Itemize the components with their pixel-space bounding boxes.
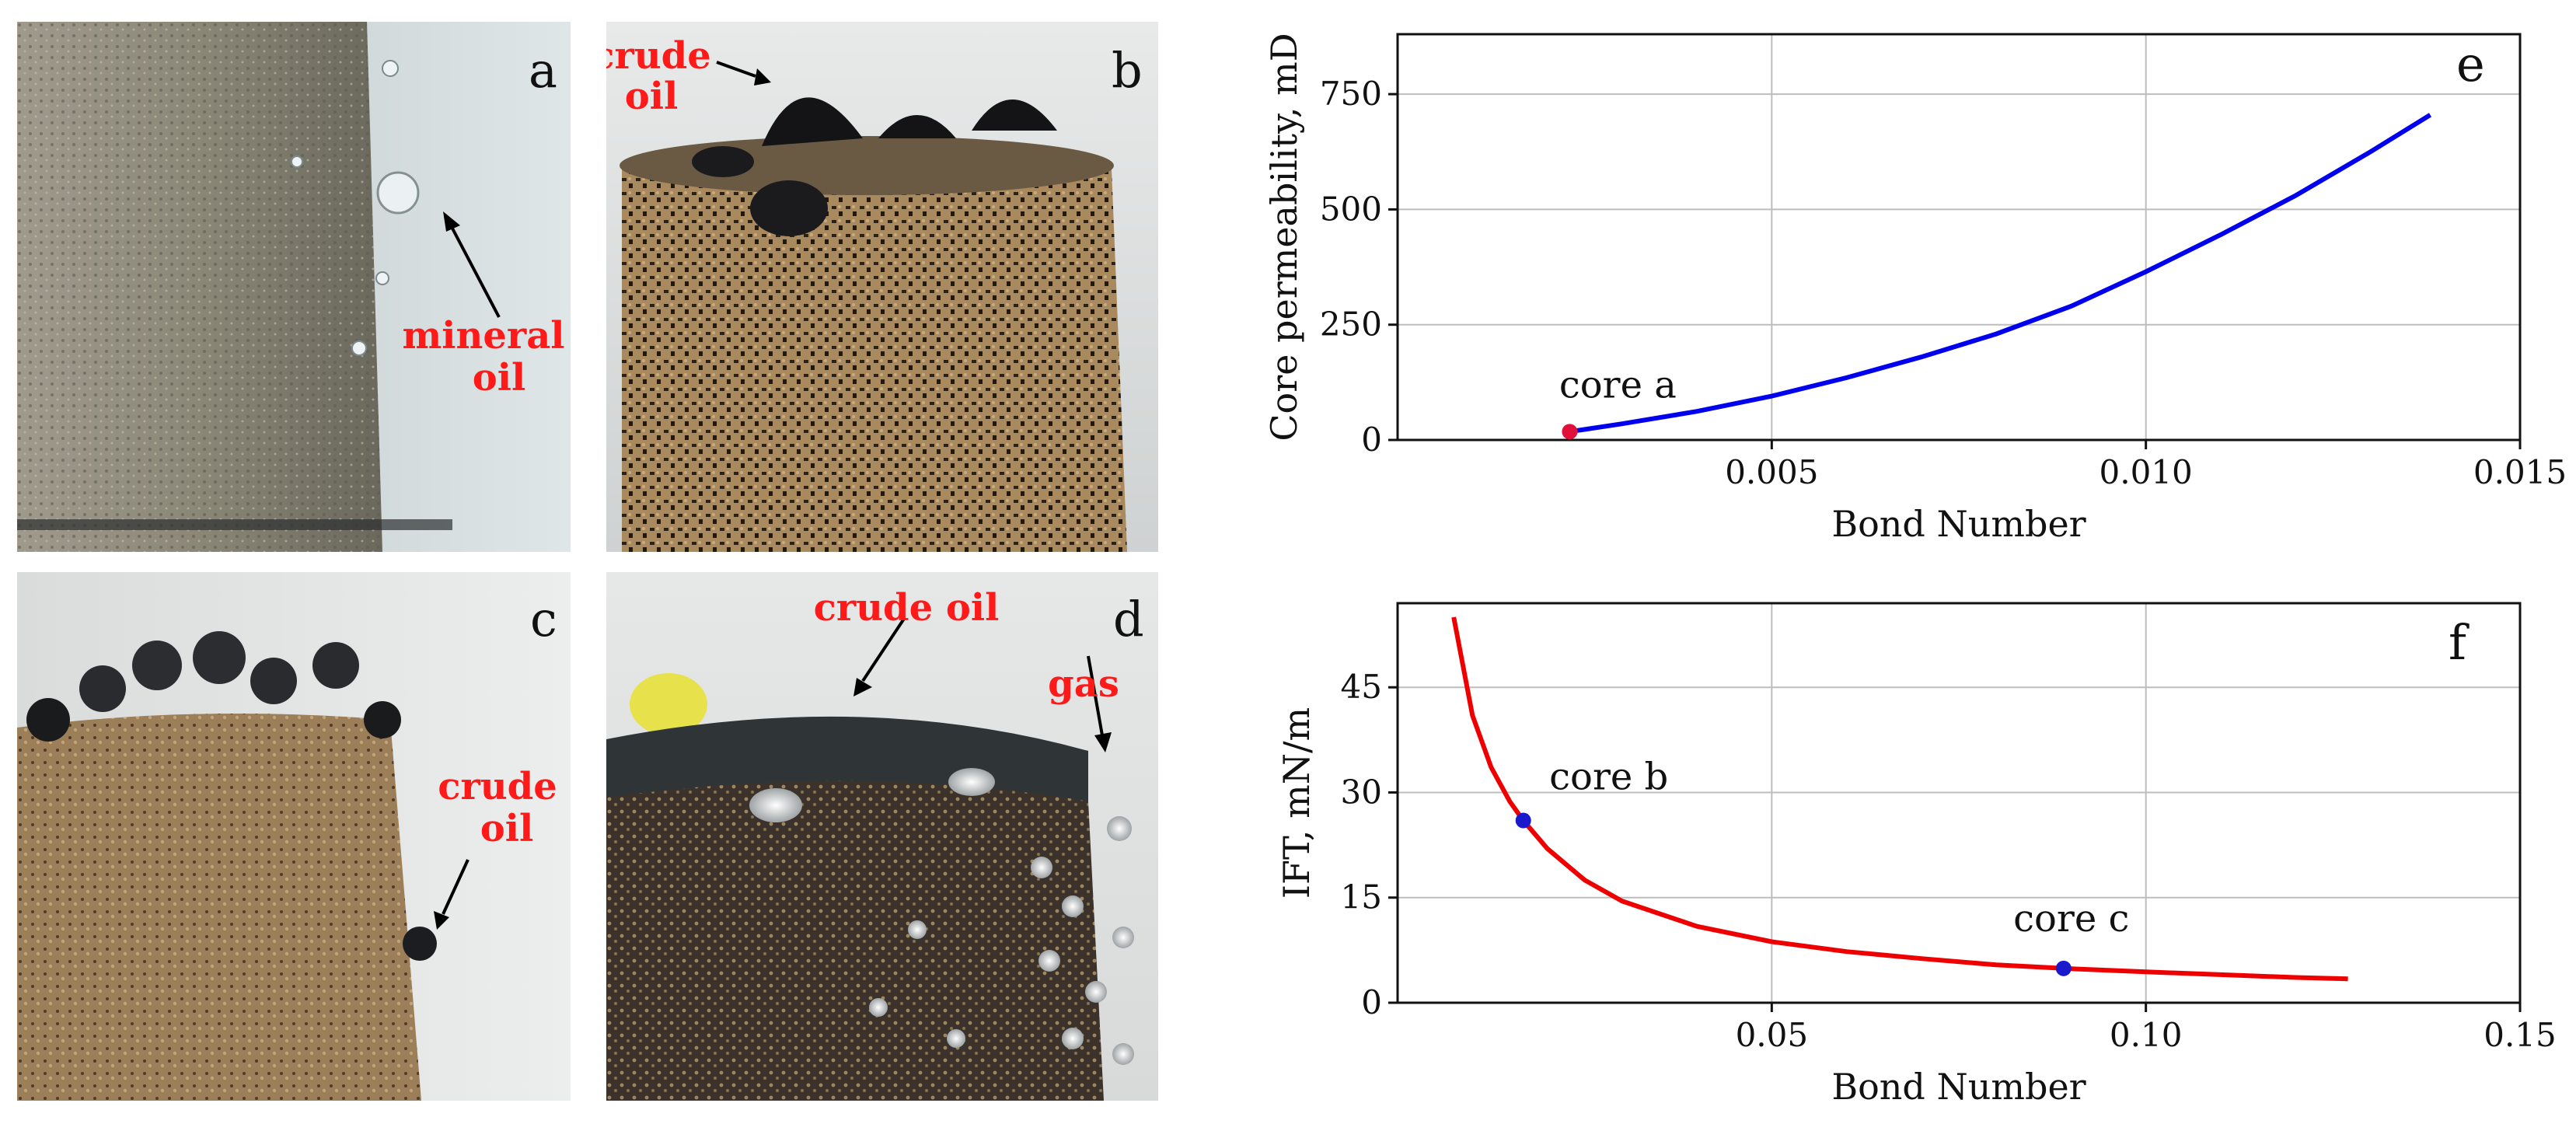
arrow-crude-c [442,859,469,915]
chart-f-xlabel: Bond Number [1831,1066,2086,1108]
photo-panel-a: a mineral oil [17,22,571,552]
chart-e-point [1562,424,1578,440]
callout-mineral-line2: oil [473,356,525,400]
chart-e-ytick-label: 250 [1320,305,1382,344]
chart-e-series-line [1569,113,2432,435]
chart-e-points: core a [1559,363,1677,440]
chart-e-letter: e [2456,36,2485,93]
chart-f-ytick-label: 30 [1341,773,1382,811]
callout-crude-d: crude oil [814,586,1000,630]
photo-panel-c: c crude oil [17,572,571,1101]
callout-crude-c-line1: crude [438,765,557,808]
chart-f-ylabel: IFT, mN/m [1276,707,1318,899]
arrow-crude-b [716,61,756,78]
chart-f-series-line [1451,616,2348,982]
chart-e-xtick-label: 0.005 [1725,453,1818,491]
arrow-gas [1087,655,1104,736]
callout-crude-b-line1: crude [606,34,711,78]
chart-e-axes-frame [1396,33,2522,442]
callout-crude-b-line2: oil [625,75,678,118]
chart-e-xtick-label: 0.010 [2100,453,2193,491]
chart-f-ytick-label: 15 [1341,878,1382,916]
callout-mineral-line1: mineral [402,314,564,358]
chart-e-ytick-label: 500 [1320,190,1382,228]
chart-e-ytick-label: 750 [1320,75,1382,113]
chart-f-xtick-label: 0.10 [2110,1016,2183,1054]
chart-f-yticks: 0 15 30 45 [1341,668,1398,1021]
chart-f-point [2055,960,2072,976]
chart-e-ytick-label: 0 [1361,421,1382,459]
chart-f-ytick-label: 45 [1341,668,1382,706]
chart-f-point-label: core c [2013,897,2129,941]
chart-e-grid [1398,34,2521,441]
chart-f-xticks: 0.05 0.10 0.15 [1736,1003,2557,1054]
chart-f-xtick-label: 0.15 [2484,1016,2557,1054]
photo-panel-b: b crude oil [606,22,1158,552]
callout-gas: gas [1048,662,1119,706]
chart-e-ylabel: Core permeability, mD [1263,33,1305,441]
chart-f-ytick-label: 0 [1361,983,1382,1021]
chart-f-points: core b core c [1515,756,2129,976]
arrow-crude-d [861,617,906,682]
panel-letter-a: a [529,42,557,99]
panel-letter-b: b [1112,42,1143,99]
chart-f-axes-frame [1396,602,2522,1004]
chart-f-xtick-label: 0.05 [1736,1016,1809,1054]
chart-e-point-label: core a [1559,363,1677,407]
panel-letter-d: d [1113,591,1144,648]
photo-panel-d: d crude oil gas [606,572,1158,1101]
callout-crude-c-line2: oil [480,807,533,850]
chart-f-point [1515,812,1531,829]
chart-f-grid [1398,603,2521,1004]
chart-e-xtick-label: 0.015 [2473,453,2567,491]
chart-e-xticks: 0.005 0.010 0.015 [1725,440,2567,491]
chart-f-letter: f [2449,614,2470,671]
chart-e-xlabel: Bond Number [1831,503,2086,545]
arrow-mineral-oil [449,225,501,318]
chart-f-point-label: core b [1549,756,1668,799]
chart-e-yticks: 0 250 500 750 [1320,75,1398,459]
panel-letter-c: c [530,591,557,648]
